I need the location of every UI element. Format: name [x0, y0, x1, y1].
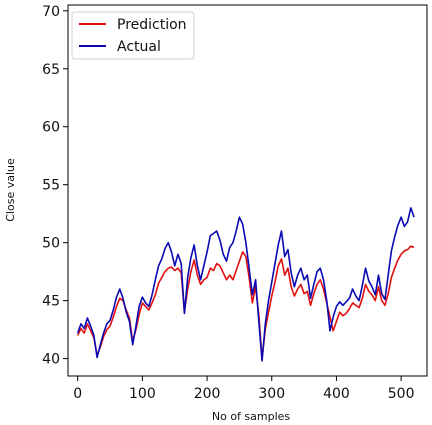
y-tick-label: 45	[42, 294, 60, 310]
x-tick-label: 300	[258, 386, 285, 402]
series-line-prediction	[76, 245, 415, 360]
legend: Prediction Actual	[71, 11, 195, 60]
legend-label-prediction: Prediction	[117, 17, 187, 33]
plot-area: 0 100 200 300 400 500 40 45 50 55 60 65 70	[42, 4, 428, 402]
y-tick-label: 65	[42, 62, 60, 78]
y-tick-label: 60	[42, 120, 60, 136]
x-tick-label: 100	[129, 386, 156, 402]
x-tick-label: 200	[194, 386, 221, 402]
y-tick-label: 70	[42, 4, 60, 20]
series-line-actual	[76, 207, 415, 362]
y-axis-label: Close value	[4, 158, 17, 222]
x-tick-label: 500	[388, 386, 415, 402]
y-tick-label: 40	[42, 352, 60, 368]
x-tick-label: 400	[323, 386, 350, 402]
y-axis-title: Close value	[4, 158, 17, 222]
x-tick-label: 0	[73, 386, 82, 402]
y-tick-label: 50	[42, 236, 60, 252]
y-tick-label: 55	[42, 178, 60, 194]
x-axis-label: No of samples	[212, 410, 291, 423]
plot-frame	[67, 4, 428, 377]
legend-label-actual: Actual	[117, 39, 161, 55]
